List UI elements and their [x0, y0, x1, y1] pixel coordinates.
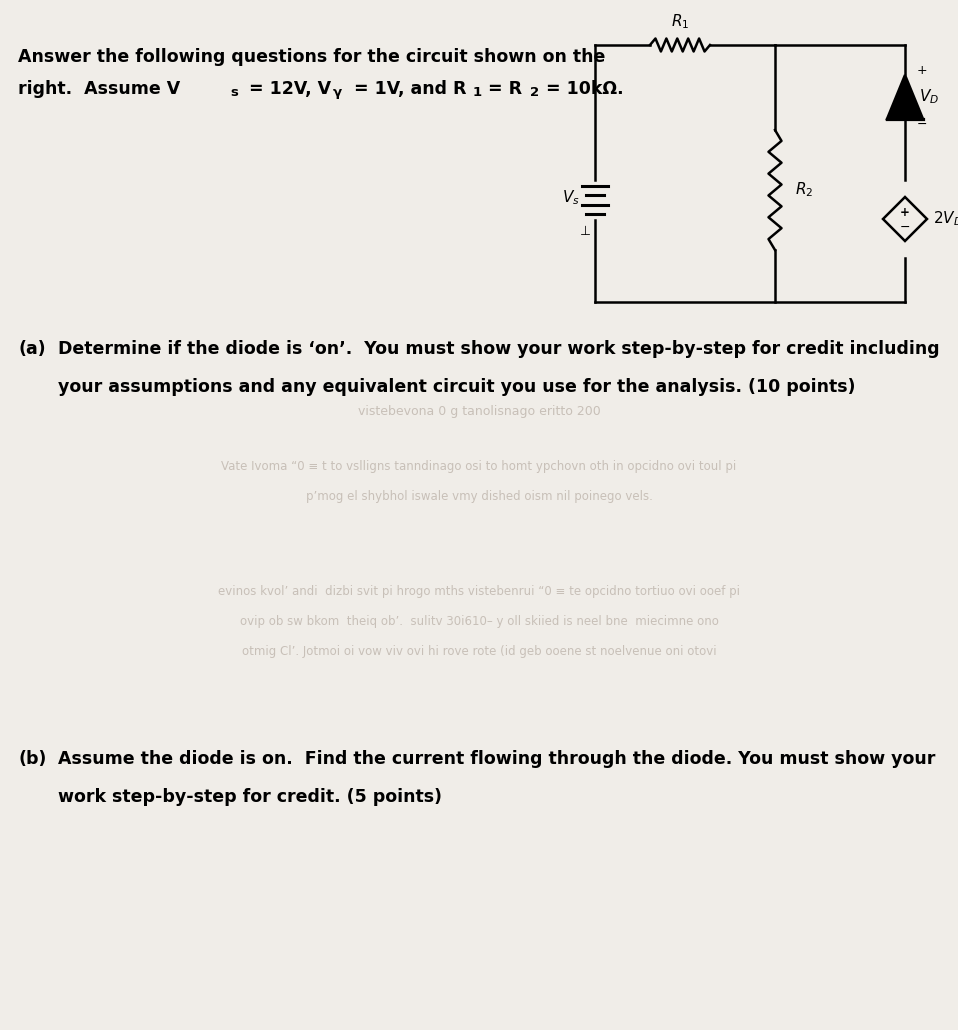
- Text: ⊥: ⊥: [580, 225, 590, 238]
- Text: = 12V, V: = 12V, V: [243, 80, 331, 98]
- Text: = R: = R: [482, 80, 522, 98]
- Text: γ: γ: [333, 85, 342, 99]
- Text: +: +: [917, 65, 927, 77]
- Text: 1: 1: [473, 85, 482, 99]
- Text: s: s: [230, 85, 238, 99]
- Text: vistebevona 0 g tanolisnago eritto 200: vistebevona 0 g tanolisnago eritto 200: [357, 405, 601, 418]
- Text: (a): (a): [18, 340, 46, 358]
- Text: $V_s$: $V_s$: [562, 188, 580, 207]
- Text: otmig Cl’. Jotmoi oi vow viv ovi hi rove rote (id geb ooene st noelvenue oni oto: otmig Cl’. Jotmoi oi vow viv ovi hi rove…: [241, 645, 717, 658]
- Text: = 1V, and R: = 1V, and R: [348, 80, 467, 98]
- Text: (b): (b): [18, 750, 46, 768]
- Text: $R_2$: $R_2$: [795, 180, 813, 200]
- Text: work step-by-step for credit. (5 points): work step-by-step for credit. (5 points): [58, 788, 442, 806]
- Text: +: +: [901, 206, 910, 219]
- Text: 2: 2: [530, 85, 539, 99]
- Text: Answer the following questions for the circuit shown on the: Answer the following questions for the c…: [18, 48, 605, 66]
- Text: ovip ob sw bkom  theiq ob’.  sulitv 30i610– y oll skiied is neel bne  miecimne o: ovip ob sw bkom theiq ob’. sulitv 30i610…: [240, 615, 718, 628]
- Text: p’mog el shybhol iswale vmy dished oism nil poinego vels.: p’mog el shybhol iswale vmy dished oism …: [306, 490, 652, 503]
- Text: $R_1$: $R_1$: [671, 12, 689, 31]
- Polygon shape: [887, 75, 923, 119]
- Text: your assumptions and any equivalent circuit you use for the analysis. (10 points: your assumptions and any equivalent circ…: [58, 378, 855, 396]
- Text: $2V_D$: $2V_D$: [933, 210, 958, 229]
- Text: Vate Ivoma “0 ≡ t to vslligns tanndinago osi to homt ypchovn oth in opcidno ovi : Vate Ivoma “0 ≡ t to vslligns tanndinago…: [221, 460, 737, 473]
- Text: $V_D$: $V_D$: [919, 88, 939, 106]
- Text: = 10kΩ.: = 10kΩ.: [540, 80, 624, 98]
- Text: Determine if the diode is ‘on’.  You must show your work step-by-step for credit: Determine if the diode is ‘on’. You must…: [58, 340, 940, 358]
- Text: Assume the diode is on.  Find the current flowing through the diode. You must sh: Assume the diode is on. Find the current…: [58, 750, 935, 768]
- Text: right.  Assume V: right. Assume V: [18, 80, 180, 98]
- Text: −: −: [917, 117, 927, 131]
- Text: evinos kvol’ andi  dizbi svit pi hrogo mths vistebenrui “0 ≡ te opcidno tortiuo : evinos kvol’ andi dizbi svit pi hrogo mt…: [218, 585, 740, 598]
- Text: −: −: [900, 220, 910, 234]
